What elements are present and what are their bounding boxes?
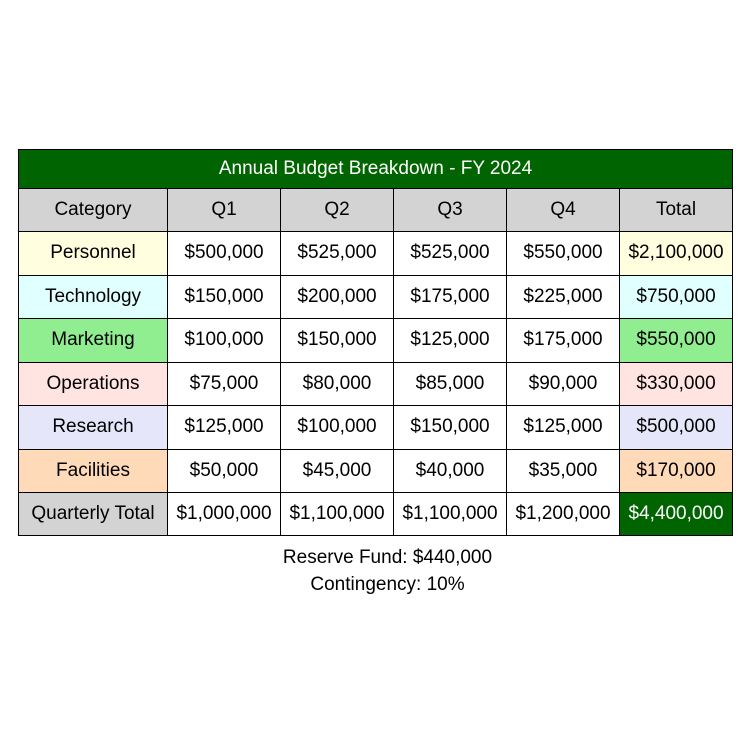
table-row: Research $125,000 $100,000 $150,000 $125,000… — [18, 405, 734, 450]
value-cell: $150,000 — [393, 405, 507, 450]
grand-total-cell: $4,400,000 — [618, 492, 734, 536]
value-cell: $500,000 — [167, 231, 281, 276]
value-cell: $50,000 — [167, 448, 281, 493]
value-cell: $150,000 — [167, 274, 281, 319]
table-row: Personnel $500,000 $525,000 $525,000 $550,00… — [18, 231, 734, 276]
table-row: Facilities $50,000 $45,000 $40,000 $35,000 $1… — [18, 448, 734, 493]
row-total-cell: $170,000 — [618, 448, 734, 493]
value-cell: $90,000 — [506, 361, 620, 406]
budget-notes: Reserve Fund: $440,000 Contingency: 10% — [0, 544, 750, 598]
value-cell: $75,000 — [167, 361, 281, 406]
value-cell: $80,000 — [280, 361, 394, 406]
value-cell: $125,000 — [167, 405, 281, 450]
row-total-cell: $750,000 — [618, 274, 734, 319]
value-cell: $525,000 — [393, 231, 507, 276]
table-row: Marketing $100,000 $150,000 $125,000 $175,00… — [18, 318, 734, 363]
value-cell: $125,000 — [393, 318, 507, 363]
category-cell: Facilities — [18, 448, 168, 493]
category-cell: Marketing — [18, 318, 168, 363]
column-header-total: Total — [618, 188, 734, 232]
reserve-fund-note: Reserve Fund: $440,000 — [282, 547, 493, 568]
column-header-q1: Q1 — [167, 188, 281, 232]
row-total-cell: $550,000 — [618, 318, 734, 363]
value-cell: $125,000 — [506, 405, 620, 450]
value-cell: $35,000 — [506, 448, 620, 493]
value-cell: $40,000 — [393, 448, 507, 493]
row-total-cell: $500,000 — [618, 405, 734, 450]
category-cell: Personnel — [18, 231, 168, 276]
budget-table: Annual Budget Breakdown - FY 2024 Catego… — [17, 149, 734, 536]
column-header-q3: Q3 — [393, 188, 507, 232]
table-title: Annual Budget Breakdown - FY 2024 — [17, 149, 734, 189]
category-cell: Research — [18, 405, 168, 450]
quarterly-total-row: Quarterly Total $1,000,000 $1,100,000 $1,10… — [18, 492, 734, 536]
value-cell: $175,000 — [506, 318, 620, 363]
table-row: Technology $150,000 $200,000 $175,000 $225,0… — [18, 274, 734, 319]
value-cell: $550,000 — [506, 231, 620, 276]
column-header-category: Category — [18, 188, 168, 232]
row-total-cell: $2,100,000 — [618, 231, 734, 276]
value-cell: $100,000 — [167, 318, 281, 363]
quarterly-total-cell: $1,000,000 — [167, 492, 281, 536]
category-cell: Technology — [18, 274, 168, 319]
value-cell: $200,000 — [280, 274, 394, 319]
table-row: Operations $75,000 $80,000 $85,000 $90,000 $3… — [18, 361, 734, 406]
value-cell: $150,000 — [280, 318, 394, 363]
column-header-q4: Q4 — [506, 188, 620, 232]
quarterly-total-label: Quarterly Total — [18, 492, 168, 536]
quarterly-total-cell: $1,100,000 — [280, 492, 394, 536]
value-cell: $225,000 — [506, 274, 620, 319]
value-cell: $85,000 — [393, 361, 507, 406]
category-cell: Operations — [18, 361, 168, 406]
row-total-cell: $330,000 — [618, 361, 734, 406]
column-header-q2: Q2 — [280, 188, 394, 232]
value-cell: $525,000 — [280, 231, 394, 276]
budget-table-container: Annual Budget Breakdown - FY 2024 Catego… — [17, 149, 734, 536]
quarterly-total-cell: $1,100,000 — [393, 492, 507, 536]
value-cell: $100,000 — [280, 405, 394, 450]
contingency-note: Contingency: 10% — [310, 574, 465, 595]
value-cell: $45,000 — [280, 448, 394, 493]
value-cell: $175,000 — [393, 274, 507, 319]
quarterly-total-cell: $1,200,000 — [506, 492, 620, 536]
